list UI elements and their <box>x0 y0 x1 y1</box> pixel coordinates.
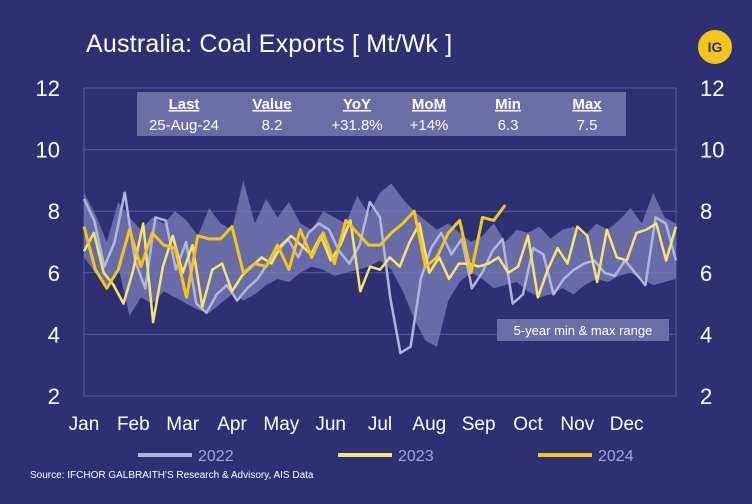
stats-header: MoM <box>412 96 446 113</box>
x-tick-label: Oct <box>513 414 543 435</box>
legend: 2022 2023 2024 <box>138 448 634 465</box>
stats-header: Max <box>572 96 602 113</box>
x-tick-label: Jun <box>315 414 346 435</box>
x-tick-label: May <box>263 414 299 435</box>
y-tick-right: 2 <box>700 384 712 409</box>
x-tick-label: Aug <box>412 414 446 435</box>
stats-value: +14% <box>410 117 449 134</box>
y-tick-left: 6 <box>48 261 60 286</box>
series-line-2022 <box>82 191 678 355</box>
axes: 2 2 4 4 6 6 8 8 10 10 12 12 Jan Feb Mar Apr May Jun Jul Aug… <box>36 76 725 435</box>
ig-logo: IG <box>698 30 732 64</box>
ig-logo-text: IG <box>707 39 723 55</box>
stats-value: 8.2 <box>262 117 283 134</box>
legend-label-2024: 2024 <box>598 448 634 465</box>
stats-header: Value <box>252 96 291 113</box>
y-tick-left: 8 <box>48 199 60 224</box>
stats-value: 7.5 <box>577 117 598 134</box>
x-tick-label: Nov <box>560 414 594 435</box>
stats-value: +31.8% <box>331 117 382 134</box>
y-tick-right: 8 <box>700 199 712 224</box>
stats-box <box>137 92 626 136</box>
chart-title: Australia: Coal Exports [ Mt/Wk ] <box>86 30 453 58</box>
legend-label-2023: 2023 <box>398 448 434 465</box>
x-tick-label: Sep <box>462 414 496 435</box>
y-tick-right: 10 <box>700 138 724 163</box>
y-tick-left: 2 <box>48 384 60 409</box>
y-tick-right: 12 <box>700 76 724 101</box>
x-tick-label: Dec <box>610 414 644 435</box>
x-tick-label: Jan <box>69 414 100 435</box>
series-line-2024 <box>82 204 507 299</box>
y-tick-left: 10 <box>36 138 60 163</box>
x-tick-label: Feb <box>117 414 150 435</box>
y-tick-left: 12 <box>36 76 60 101</box>
y-tick-left: 4 <box>48 322 60 347</box>
series-line-2023 <box>82 219 678 324</box>
stats-header: YoY <box>343 96 371 113</box>
stats-header: Min <box>495 96 521 113</box>
stats-value: 6.3 <box>498 117 519 134</box>
x-tick-label: Apr <box>217 414 247 435</box>
series-lines <box>82 191 678 355</box>
range-label: 5-year min & max range <box>514 323 653 338</box>
x-tick-label: Jul <box>368 414 392 435</box>
stats-value: 25-Aug-24 <box>149 117 219 134</box>
stats-table: Last 25-Aug-24 Value 8.2 YoY +31.8% MoM +14% Min… <box>149 96 602 134</box>
source-note: Source: IFCHOR GALBRAITH'S Research & Ad… <box>30 470 314 481</box>
y-tick-right: 6 <box>700 261 712 286</box>
range-label-box <box>497 319 669 341</box>
range-band <box>84 180 676 347</box>
legend-label-2022: 2022 <box>198 448 234 465</box>
x-tick-label: Mar <box>166 414 199 435</box>
y-tick-right: 4 <box>700 322 712 347</box>
stats-header: Last <box>169 96 200 113</box>
